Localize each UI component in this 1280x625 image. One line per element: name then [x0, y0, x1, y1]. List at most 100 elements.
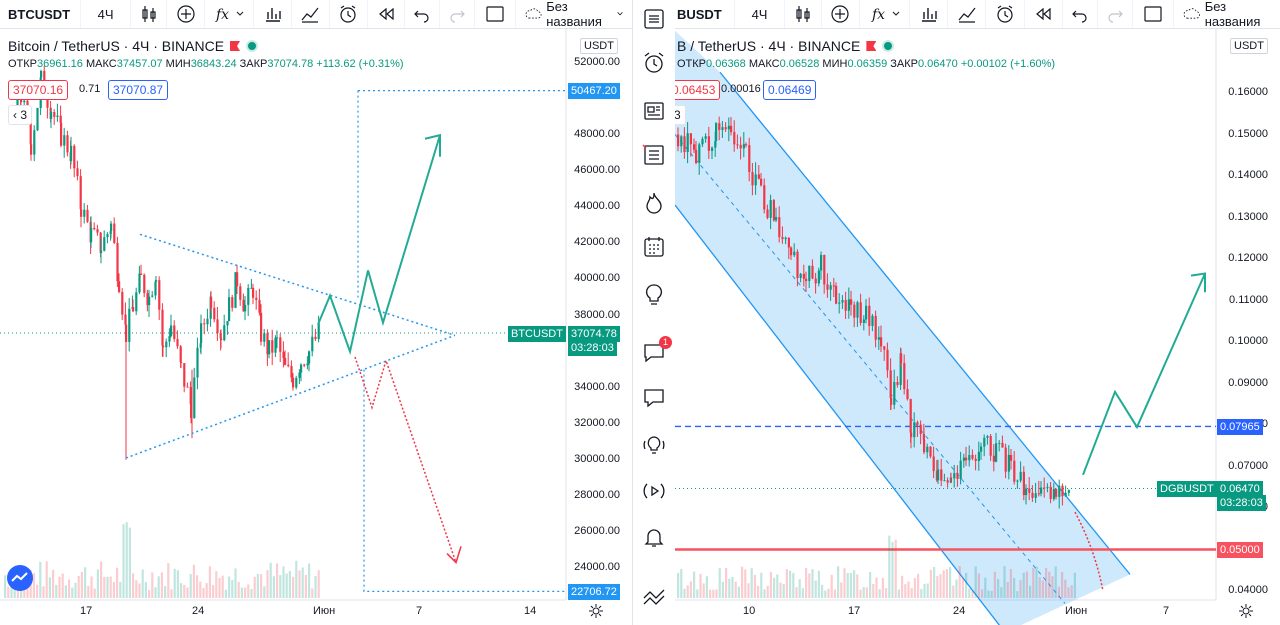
- candle-body: [850, 299, 853, 305]
- candle-body: [121, 291, 124, 315]
- templates-icon[interactable]: [948, 0, 987, 28]
- templates-icon[interactable]: [292, 0, 330, 28]
- ideas-icon[interactable]: [641, 282, 667, 308]
- candle-body: [766, 209, 769, 218]
- bullish-projection-path: [317, 134, 441, 356]
- candle-body: [263, 333, 266, 342]
- alarm-clock-icon[interactable]: [641, 50, 667, 76]
- data-window-icon[interactable]: [641, 142, 667, 168]
- notifications-icon[interactable]: [641, 524, 667, 550]
- volume-bar: [256, 573, 259, 598]
- redo-icon[interactable]: [440, 0, 476, 28]
- chevron-down-icon: [236, 11, 244, 16]
- time-tick-label: 24: [192, 605, 205, 617]
- candle-body: [162, 345, 165, 348]
- compare-add-icon[interactable]: [167, 0, 205, 28]
- candle-body: [113, 223, 116, 243]
- financials-icon[interactable]: [254, 0, 293, 28]
- right-currency-button[interactable]: USDT: [1230, 38, 1268, 54]
- candle-body: [170, 325, 173, 337]
- candle-body: [100, 250, 103, 253]
- right-symbol-description[interactable]: B / TetherUS · 4Ч · BINANCE: [677, 38, 861, 54]
- right-price-chart[interactable]: [675, 0, 1280, 625]
- messages-icon[interactable]: [641, 385, 667, 411]
- volume-bar: [141, 569, 144, 598]
- watchlist-icon[interactable]: [641, 6, 667, 32]
- buy-price-button[interactable]: 37070.87: [108, 80, 169, 100]
- candle-body: [693, 144, 696, 150]
- symbol-search-button[interactable]: BUSDT: [675, 0, 735, 28]
- order-panel-icon[interactable]: [641, 584, 667, 610]
- indicators-icon[interactable]: fx: [205, 0, 255, 28]
- fullscreen-icon[interactable]: [1133, 0, 1175, 28]
- volume-bar: [712, 589, 715, 598]
- symbol-search-button[interactable]: BTCUSDT: [0, 0, 82, 28]
- volume-bar: [974, 566, 977, 598]
- redo-icon[interactable]: [1098, 0, 1133, 28]
- volume-bar: [955, 579, 958, 598]
- buy-price-button[interactable]: 0.06469: [763, 80, 817, 100]
- volume-bar: [878, 589, 881, 598]
- candle-body: [919, 424, 922, 434]
- calendar-icon[interactable]: [641, 234, 667, 260]
- gear-icon[interactable]: [1238, 603, 1254, 619]
- alert-icon[interactable]: [986, 0, 1025, 28]
- news-icon[interactable]: [641, 98, 667, 124]
- indicators-icon[interactable]: fx: [860, 0, 910, 28]
- fullscreen-icon[interactable]: [475, 0, 517, 28]
- financials-icon[interactable]: [910, 0, 949, 28]
- flag-icon[interactable]: [866, 41, 877, 51]
- sell-price-button[interactable]: 37070.16: [8, 80, 69, 100]
- indicators-collapse-button[interactable]: ‹ 3: [8, 105, 33, 125]
- candle-body: [778, 217, 781, 238]
- candle-body: [66, 135, 69, 153]
- left-symbol-description[interactable]: Bitcoin / TetherUS · 4Ч · BINANCE: [8, 38, 225, 54]
- replay-icon[interactable]: [368, 0, 406, 28]
- compare-add-icon[interactable]: [822, 0, 861, 28]
- volume-bar: [269, 562, 272, 598]
- interval-button[interactable]: 4Ч: [81, 0, 132, 28]
- change-value: +113.62 (+0.31%): [316, 58, 404, 70]
- candle-body: [862, 319, 865, 323]
- undo-icon[interactable]: [405, 0, 441, 28]
- volume-bar: [1054, 566, 1057, 598]
- candle-body: [271, 340, 274, 353]
- volume-bar: [837, 566, 840, 598]
- volume-bar: [1035, 566, 1038, 598]
- sell-price-button[interactable]: 0.06453: [675, 80, 721, 100]
- interval-button[interactable]: 4Ч: [735, 0, 786, 28]
- hotlist-icon[interactable]: [641, 190, 667, 216]
- undo-icon[interactable]: [1063, 0, 1098, 28]
- tradingview-logo-icon[interactable]: [6, 564, 34, 592]
- candle-body: [268, 340, 271, 355]
- layout-name-button[interactable]: Без названия: [516, 0, 632, 29]
- layout-name-button[interactable]: Без названия: [1174, 0, 1280, 29]
- left-chart-pane[interactable]: BTCUSDT 4Ч fx: [0, 0, 632, 625]
- price-tick-label: 34000.00: [574, 380, 620, 393]
- time-tick-label: 10: [743, 605, 756, 617]
- candles-icon[interactable]: [131, 0, 168, 28]
- volume-bar: [279, 575, 282, 598]
- volume-bar: [933, 566, 936, 598]
- volume-bar: [737, 586, 740, 598]
- candle-body: [943, 480, 946, 482]
- candles-icon[interactable]: [785, 0, 822, 28]
- right-chart-pane[interactable]: BUSDT 4Ч fx: [675, 0, 1280, 625]
- indicators-collapse-button[interactable]: 3: [675, 105, 686, 125]
- price-tick-label: 0.09000: [1228, 376, 1268, 389]
- chevron-down-icon: [892, 11, 899, 16]
- volume-bar: [853, 570, 856, 598]
- left-currency-button[interactable]: USDT: [580, 38, 618, 54]
- gear-icon[interactable]: [588, 603, 604, 619]
- replay-icon[interactable]: [1025, 0, 1063, 28]
- volume-bar: [901, 575, 904, 598]
- streams-icon[interactable]: [641, 432, 667, 458]
- candle-body: [923, 439, 926, 453]
- flag-icon[interactable]: [230, 41, 241, 51]
- broadcast-icon[interactable]: [641, 478, 667, 504]
- volume-bar: [699, 573, 702, 598]
- volume-bar: [971, 590, 974, 598]
- volume-bar: [920, 588, 923, 598]
- high-value: 0.06528: [779, 58, 820, 70]
- alert-icon[interactable]: [330, 0, 368, 28]
